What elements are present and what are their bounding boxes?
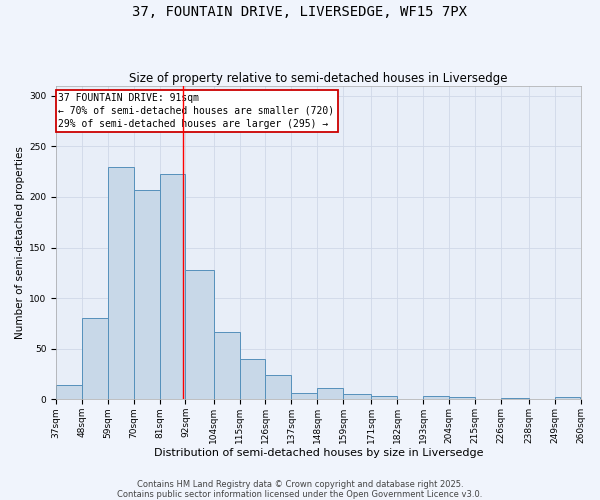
Bar [160,174,185,400]
Bar [371,396,397,400]
Bar [185,270,214,400]
X-axis label: Distribution of semi-detached houses by size in Liversedge: Distribution of semi-detached houses by … [154,448,483,458]
Bar [56,385,82,400]
Y-axis label: Number of semi-detached properties: Number of semi-detached properties [15,146,25,339]
Bar [449,398,475,400]
Bar [343,394,371,400]
Text: Contains HM Land Registry data © Crown copyright and database right 2025.
Contai: Contains HM Land Registry data © Crown c… [118,480,482,499]
Bar [239,359,265,400]
Bar [291,393,317,400]
Bar [82,318,108,400]
Text: 37, FOUNTAIN DRIVE, LIVERSEDGE, WF15 7PX: 37, FOUNTAIN DRIVE, LIVERSEDGE, WF15 7PX [133,5,467,19]
Bar [423,396,449,400]
Bar [214,332,239,400]
Bar [317,388,343,400]
Bar [265,375,291,400]
Bar [134,190,160,400]
Bar [554,398,580,400]
Title: Size of property relative to semi-detached houses in Liversedge: Size of property relative to semi-detach… [129,72,508,85]
Bar [108,166,134,400]
Text: 37 FOUNTAIN DRIVE: 91sqm
← 70% of semi-detached houses are smaller (720)
29% of : 37 FOUNTAIN DRIVE: 91sqm ← 70% of semi-d… [58,92,335,129]
Bar [500,398,529,400]
